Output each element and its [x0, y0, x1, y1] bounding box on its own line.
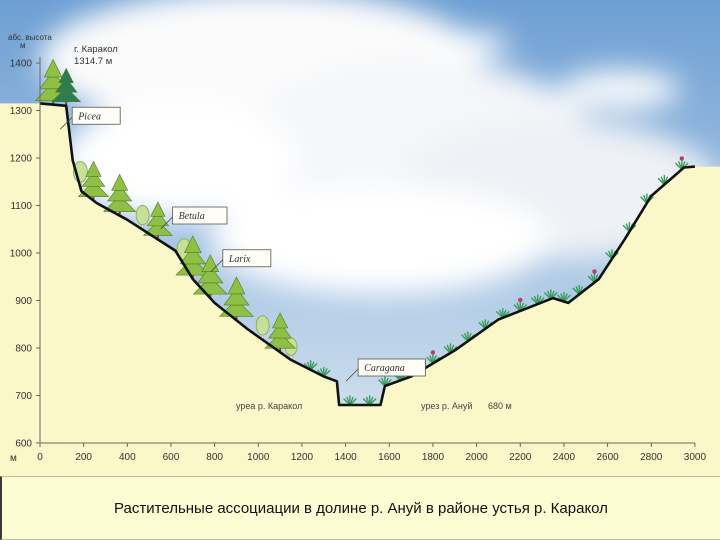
y-tick-label: 600 [15, 439, 32, 450]
caption-text: Растительные ассоциации в долине р. Ануй… [114, 499, 608, 517]
y-tick-label: 800 [15, 344, 32, 355]
spruce-tree-icon [51, 67, 82, 106]
y-tick-label: 1200 [10, 154, 33, 165]
callout-box [222, 249, 272, 268]
y-tick-label: 700 [15, 391, 32, 402]
callout-picea: Picea [59, 106, 121, 130]
y-tick-label: 1000 [10, 249, 33, 260]
callout-box [71, 106, 121, 125]
x-tick-label: 600 [163, 452, 180, 463]
callout-label: Caragana [364, 363, 405, 374]
x-tick-label: 2800 [640, 452, 663, 463]
peak-height: 1314.7 м [74, 56, 112, 67]
x-tick-label: 1800 [422, 452, 445, 463]
right-river-label: урез р. Ануй [421, 401, 472, 411]
terrain-fill [0, 103, 720, 476]
x-tick-label: 200 [75, 452, 92, 463]
species-callouts: Picea Betula Larix Caragana [59, 106, 426, 382]
left-river-label: уреа р. Каракол [236, 401, 302, 411]
callout-larix: Larix [210, 249, 272, 273]
y-tick-label: 1400 [10, 59, 33, 70]
x-tick-label: 2600 [596, 452, 619, 463]
x-tick-label: 1200 [291, 452, 314, 463]
y-tick-label: 1300 [10, 106, 33, 117]
x-axis-unit: м [10, 453, 17, 464]
shrub-icon [317, 366, 331, 378]
x-tick-label: 1400 [334, 452, 357, 463]
callout-label: Larix [228, 254, 251, 265]
x-tick-label: 1600 [378, 452, 401, 463]
x-tick-label: 2200 [509, 452, 532, 463]
conifer-tree-icon [77, 160, 110, 201]
conifer-tree-icon [175, 235, 211, 280]
x-tick-label: 3000 [684, 452, 707, 463]
y-tick-label: 1100 [10, 201, 32, 212]
callout-caragana: Caragana [345, 358, 426, 382]
valley-profile-line [39, 102, 696, 407]
birch-tree-icon [255, 315, 270, 341]
callout-label: Picea [77, 111, 101, 122]
conifer-tree-icon [264, 312, 296, 353]
x-tick-label: 2400 [553, 452, 576, 463]
y-axis-unit: м [20, 41, 26, 50]
clouds [40, 0, 720, 295]
x-tick-label: 0 [37, 452, 43, 463]
callout-box [172, 206, 228, 225]
caption-panel: Растительные ассоциации в долине р. Ануй… [0, 476, 720, 540]
right-river-level: 680 м [488, 401, 512, 411]
y-axis: 600 700 800 900 1000 1100 1200 1300 1400 [10, 57, 41, 450]
x-tick-label: 2000 [465, 452, 488, 463]
x-axis: 0 200 400 600 800 1000 1200 1400 1600 1800 2000 220… [37, 442, 707, 463]
conifer-tree-icon [142, 201, 173, 240]
peak-name: г. Каракол [74, 44, 118, 55]
conifer-tree-icon [102, 173, 137, 216]
callout-betula: Betula [160, 206, 228, 230]
y-axis-title: абс. высота [8, 33, 52, 42]
callout-label: Betula [179, 211, 205, 222]
callout-box [357, 358, 426, 377]
valley-profile-diagram: 600 700 800 900 1000 1100 1200 1300 1400 0 200 400… [0, 0, 720, 476]
x-tick-label: 800 [206, 452, 223, 463]
x-tick-label: 1000 [247, 452, 270, 463]
y-tick-label: 900 [15, 296, 32, 307]
x-tick-label: 400 [119, 452, 136, 463]
